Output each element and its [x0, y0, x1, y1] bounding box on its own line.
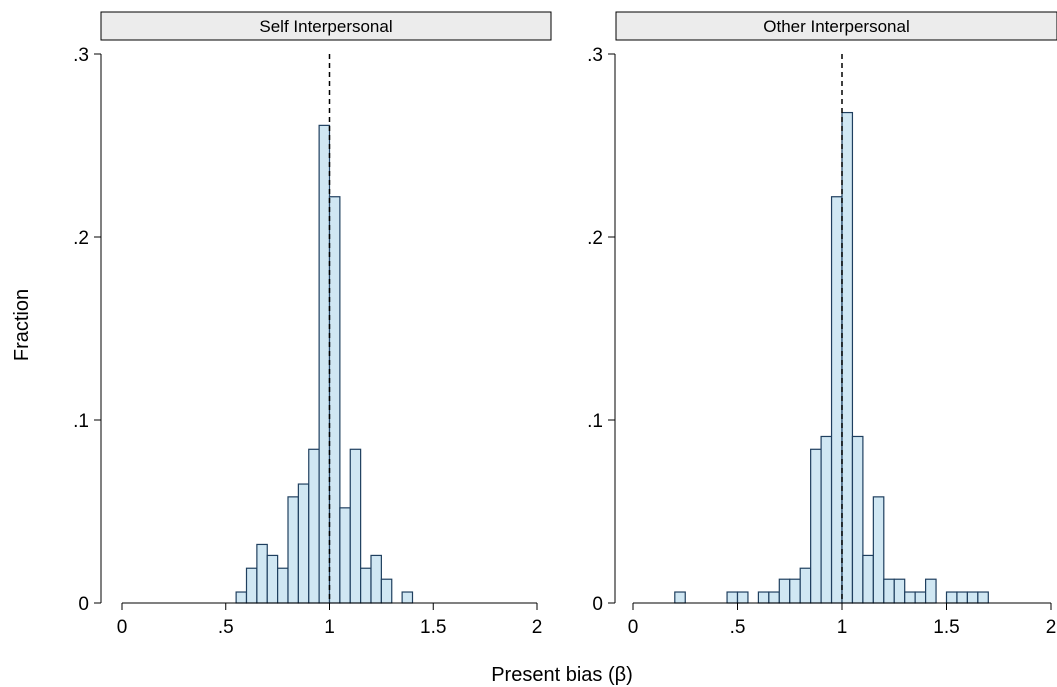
histogram-bar	[851, 435, 864, 604]
y-tick-label: .3	[587, 45, 603, 66]
x-axis-title: Present bias (β)	[491, 664, 633, 686]
histogram-bar	[266, 554, 279, 604]
histogram-bar	[235, 591, 248, 604]
histogram-bar	[810, 448, 822, 604]
histogram-bar	[318, 124, 331, 604]
histogram-bar	[726, 591, 739, 604]
histogram-bar	[370, 554, 382, 604]
panel-title: Other Interpersonal	[763, 17, 909, 36]
histogram-bar	[757, 591, 770, 604]
x-tick-label: 0	[628, 617, 639, 638]
y-tick-label: .1	[587, 411, 603, 432]
histogram-bar	[277, 567, 289, 604]
histogram-bar	[841, 111, 854, 604]
x-tick-label: 1.5	[933, 617, 959, 638]
histogram-bar	[308, 448, 320, 604]
x-tick-label: 2	[532, 617, 543, 638]
panel-other-interpersonal: Other Interpersonal 0 .1 .2 .3 0 .5 1 1.5 2	[587, 11, 1057, 638]
histogram-bar	[945, 591, 958, 604]
histogram-bar	[862, 554, 874, 604]
histogram-bar	[360, 567, 372, 604]
histogram-bar	[736, 591, 749, 604]
histogram-bar	[893, 578, 906, 604]
y-tick-label: .2	[587, 228, 603, 249]
histogram-bar	[349, 448, 362, 604]
histogram-bar	[966, 591, 979, 604]
histogram-bar	[924, 578, 937, 604]
histogram-bar	[778, 578, 791, 604]
x-tick-label: .5	[730, 617, 746, 638]
histogram-bar	[789, 578, 801, 604]
y-tick-label: .1	[73, 411, 89, 432]
histogram-bar	[768, 591, 780, 604]
histogram-bar	[872, 496, 885, 604]
histogram-bar	[799, 567, 812, 604]
x-tick-label: 1.5	[420, 617, 446, 638]
panel-self-interpersonal: Self Interpersonal 0 .1 .2 .3 0 .5 1 1.5 2	[73, 11, 552, 638]
panel-title-strip	[615, 11, 1057, 41]
histogram-bar	[287, 496, 299, 604]
x-tick-label: 0	[117, 617, 128, 638]
panel-title: Self Interpersonal	[259, 17, 392, 36]
y-tick-label: .3	[73, 45, 89, 66]
y-tick-label: .2	[73, 228, 89, 249]
y-tick-label: 0	[592, 594, 603, 615]
x-tick-label: 1	[837, 617, 848, 638]
histogram-bar	[328, 196, 341, 604]
histogram-bar	[674, 591, 686, 604]
y-tick-label: 0	[78, 594, 89, 615]
histogram-bar	[339, 507, 351, 604]
histogram-bar	[883, 578, 895, 604]
histogram-bar	[977, 591, 989, 604]
x-tick-label: 2	[1046, 617, 1057, 638]
histogram-bar	[297, 483, 310, 604]
histogram-bar	[914, 591, 927, 604]
y-axis-title: Fraction	[11, 289, 33, 361]
histogram-bar	[256, 543, 268, 604]
x-tick-label: 1	[324, 617, 335, 638]
histogram-bar	[904, 591, 916, 604]
histogram-bar	[380, 578, 393, 604]
x-tick-label: .5	[218, 617, 234, 638]
histogram-bar	[401, 591, 414, 604]
histogram-bar	[830, 196, 843, 604]
histogram-bar	[956, 591, 969, 604]
histogram-bar	[245, 567, 258, 604]
panel-title-strip	[100, 11, 552, 41]
histogram-bar	[820, 435, 833, 604]
